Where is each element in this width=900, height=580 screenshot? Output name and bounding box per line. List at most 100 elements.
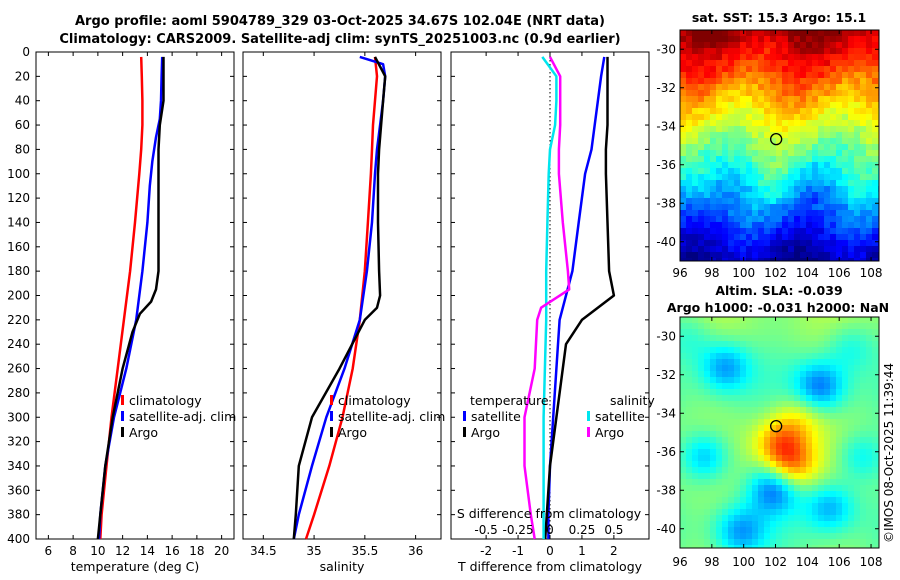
- sla-cell: [818, 431, 824, 437]
- sst-cell: [788, 54, 794, 60]
- sla-cell: [836, 389, 842, 395]
- sla-cell: [866, 509, 872, 515]
- sst-cell: [782, 174, 788, 180]
- sst-cell: [872, 42, 878, 48]
- sst-cell: [710, 210, 716, 216]
- sst-cell: [770, 138, 776, 144]
- sst-cell: [680, 120, 686, 126]
- sla-cell: [836, 359, 842, 365]
- sst-cell: [788, 96, 794, 102]
- sla-cell: [710, 317, 716, 323]
- sst-cell: [764, 222, 770, 228]
- sst-cell: [860, 108, 866, 114]
- sla-cell: [782, 539, 788, 545]
- sst-cell: [800, 36, 806, 42]
- sst-cell: [830, 132, 836, 138]
- sst-cell: [824, 240, 830, 246]
- sst-cell: [710, 120, 716, 126]
- sst-cell: [842, 42, 848, 48]
- sst-cell: [680, 102, 686, 108]
- sst-cell: [848, 120, 854, 126]
- sst-cell: [842, 210, 848, 216]
- sla-cell: [812, 509, 818, 515]
- sla-cell: [692, 383, 698, 389]
- sla-cell: [710, 383, 716, 389]
- sla-cell: [836, 371, 842, 377]
- depth-tick-label: 0: [22, 45, 30, 59]
- sla-cell: [824, 533, 830, 539]
- sst-cell: [854, 48, 860, 54]
- sst-cell: [842, 240, 848, 246]
- sst-cell: [794, 192, 800, 198]
- sst-cell: [758, 252, 764, 258]
- sla-cell: [680, 359, 686, 365]
- sla-cell: [854, 341, 860, 347]
- sst_map-xtick-label: 96: [672, 266, 687, 280]
- sla-cell: [776, 455, 782, 461]
- sla-cell: [722, 467, 728, 473]
- sst-cell: [686, 240, 692, 246]
- sla_map-xtick-label: 102: [764, 555, 787, 569]
- sst-cell: [740, 216, 746, 222]
- sla-cell: [686, 401, 692, 407]
- sst-cell: [746, 252, 752, 258]
- sla-cell: [860, 395, 866, 401]
- sla-cell: [866, 497, 872, 503]
- temperature-xtick-label: 16: [164, 544, 179, 558]
- sst-cell: [788, 156, 794, 162]
- sla-cell: [758, 317, 764, 323]
- sst-cell: [740, 204, 746, 210]
- sst-cell: [788, 174, 794, 180]
- sla-cell: [746, 491, 752, 497]
- sst-cell: [866, 180, 872, 186]
- sla-cell: [758, 455, 764, 461]
- sst-cell: [872, 198, 878, 204]
- sla-cell: [836, 515, 842, 521]
- sst-cell: [812, 234, 818, 240]
- sla-cell: [686, 329, 692, 335]
- sla-cell: [800, 329, 806, 335]
- sla-cell: [764, 371, 770, 377]
- sla-cell: [710, 443, 716, 449]
- sla-cell: [800, 377, 806, 383]
- sla-cell: [794, 389, 800, 395]
- sst-cell: [776, 144, 782, 150]
- sla-cell: [806, 329, 812, 335]
- sla-cell: [866, 401, 872, 407]
- sst-cell: [704, 36, 710, 42]
- sst-cell: [740, 96, 746, 102]
- sst-cell: [680, 108, 686, 114]
- sla-cell: [704, 545, 710, 548]
- temperature-axes: [35, 51, 235, 540]
- sst-cell: [758, 150, 764, 156]
- sla-cell: [794, 527, 800, 533]
- sst-cell: [830, 246, 836, 252]
- sst-cell: [794, 174, 800, 180]
- sst-cell: [716, 132, 722, 138]
- depth-tick-label: 60: [15, 118, 30, 132]
- sla-cell: [746, 443, 752, 449]
- sst-cell: [746, 114, 752, 120]
- sst-cell: [830, 114, 836, 120]
- sla-cell: [794, 473, 800, 479]
- sst-cell: [806, 246, 812, 252]
- sla-cell: [722, 383, 728, 389]
- sla-cell: [860, 491, 866, 497]
- sla-cell: [710, 359, 716, 365]
- sst-cell: [866, 246, 872, 252]
- sla_map-argo-marker: [770, 419, 783, 433]
- sla-cell: [746, 527, 752, 533]
- sst-cell: [686, 246, 692, 252]
- sst-cell: [692, 216, 698, 222]
- sla-cell: [866, 371, 872, 377]
- sla-cell: [836, 443, 842, 449]
- sla-cell: [854, 353, 860, 359]
- sla-cell: [800, 455, 806, 461]
- sla-cell: [710, 479, 716, 485]
- sst-cell: [734, 180, 740, 186]
- sla-cell: [734, 533, 740, 539]
- sst-cell: [830, 150, 836, 156]
- sst-cell: [812, 204, 818, 210]
- sla-cell: [722, 527, 728, 533]
- sla-cell: [776, 509, 782, 515]
